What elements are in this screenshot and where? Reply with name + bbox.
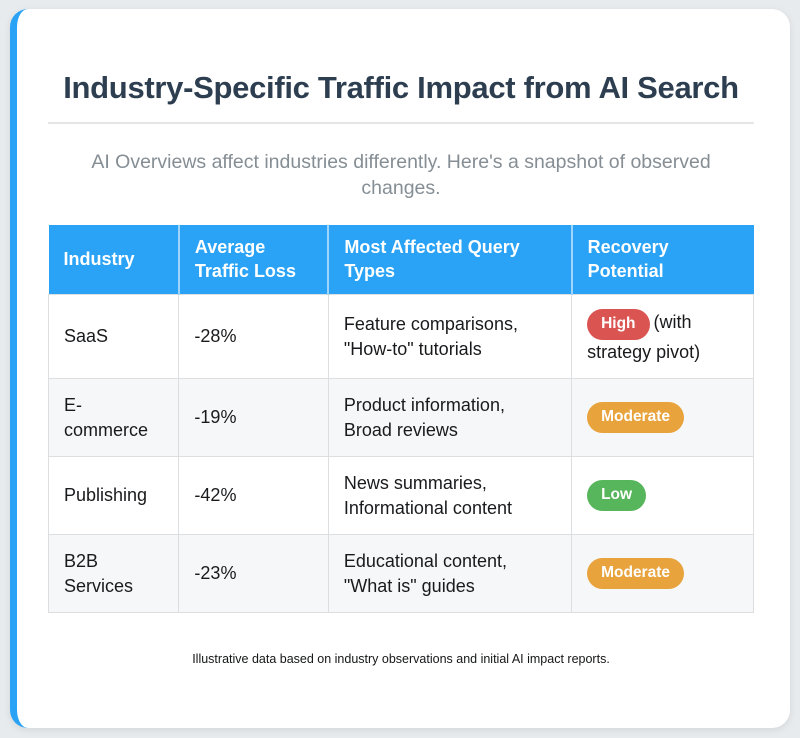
table-header-row: Industry Average Traffic Loss Most Affec… [48, 225, 754, 295]
table-row: SaaS -28% Feature comparisons, "How-to" … [47, 294, 754, 380]
query-types-cell: Educational content, "What is" guides [327, 534, 573, 613]
industry-impact-table: Industry Average Traffic Loss Most Affec… [47, 225, 754, 613]
footnote-text: Illustrative data based on industry obse… [192, 652, 610, 666]
recovery-cell: Moderate [571, 378, 754, 458]
traffic-loss-cell: -28% [178, 294, 329, 380]
column-header-industry: Industry [48, 225, 179, 295]
traffic-loss-cell: -23% [178, 534, 329, 613]
column-header-query-types: Most Affected Query Types [327, 225, 572, 295]
query-types-cell: News summaries, Informational content [327, 456, 573, 536]
recovery-cell: Low [571, 456, 754, 536]
query-types-cell: Product information, Broad reviews [327, 378, 573, 458]
status-badge: High [587, 309, 650, 340]
traffic-loss-cell: -19% [178, 378, 329, 458]
infographic-card: Industry-Specific Traffic Impact from AI… [10, 9, 790, 728]
table-row: E- commerce -19% Product information, Br… [47, 378, 754, 458]
column-header-traffic-loss: Average Traffic Loss [177, 225, 329, 295]
industry-cell: E- commerce [47, 378, 180, 458]
query-types-cell: Feature comparisons, "How-to" tutorials [327, 294, 573, 380]
page-title: Industry-Specific Traffic Impact from AI… [63, 70, 739, 105]
table-row: Publishing -42% News summaries, Informat… [47, 456, 754, 536]
industry-cell: Publishing [47, 456, 180, 536]
status-badge: Moderate [587, 558, 684, 589]
industry-cell: B2B Services [47, 534, 180, 613]
recovery-cell: Moderate [571, 534, 754, 613]
traffic-loss-cell: -42% [178, 456, 329, 536]
column-header-recovery-potential: Recovery Potential [570, 225, 754, 295]
table-row: B2B Services -23% Educational content, "… [47, 534, 754, 613]
status-badge: Low [587, 480, 647, 511]
recovery-cell: High (with strategy pivot) [571, 294, 754, 380]
status-badge: Moderate [587, 402, 684, 433]
title-divider [48, 121, 754, 124]
page-subtitle: AI Overviews affect industries different… [91, 150, 711, 200]
badge-suffix-text: (with strategy pivot) [587, 312, 701, 362]
industry-cell: SaaS [47, 294, 180, 380]
